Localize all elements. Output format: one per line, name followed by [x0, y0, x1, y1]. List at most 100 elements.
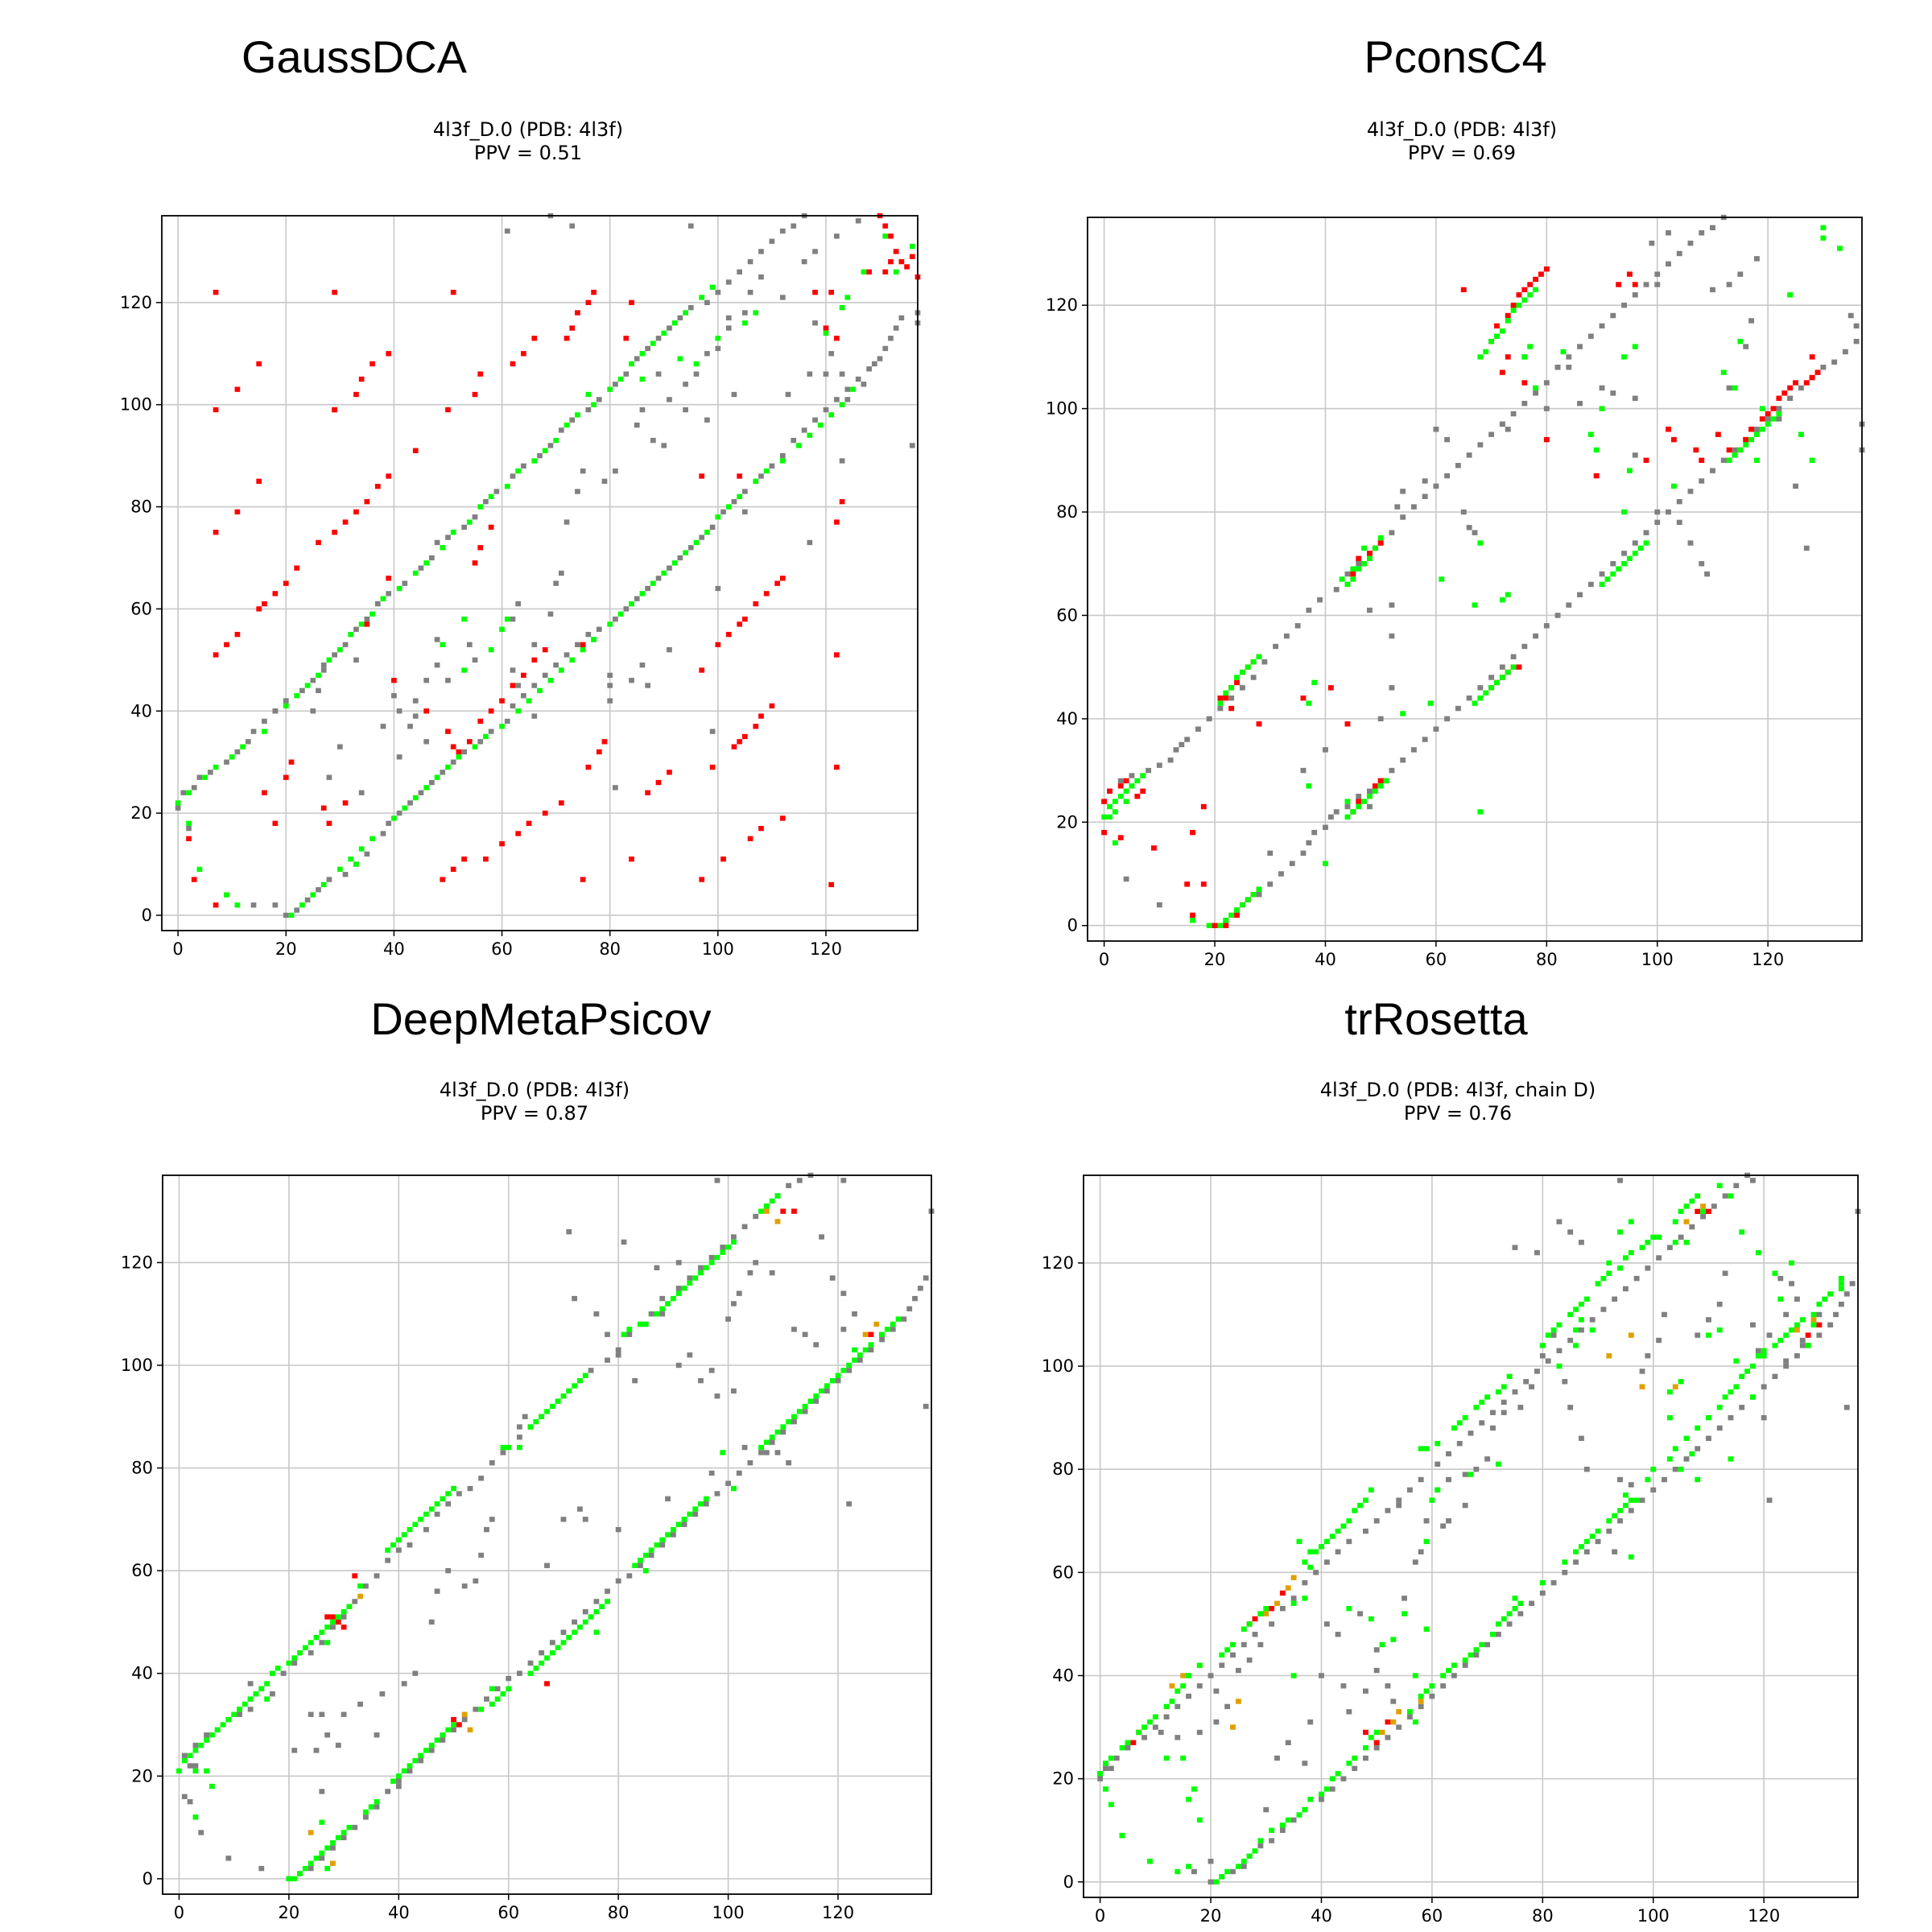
- contact-point: [1350, 576, 1356, 582]
- contact-point: [1654, 509, 1661, 515]
- contact-point: [564, 422, 570, 428]
- contact-point: [650, 437, 656, 444]
- contact-point: [632, 1563, 638, 1568]
- contact-point: [1306, 607, 1312, 613]
- contact-point: [1728, 1193, 1734, 1199]
- contact-point: [1533, 287, 1539, 293]
- contact-point: [1444, 436, 1451, 443]
- contact-point: [1628, 1219, 1634, 1224]
- contact-point: [1512, 1605, 1518, 1612]
- contact-point: [547, 443, 554, 448]
- contact-point: [1097, 1776, 1104, 1781]
- contact-point: [868, 1331, 874, 1337]
- contact-point: [466, 519, 473, 525]
- contact-point: [1787, 385, 1794, 391]
- contact-point: [346, 1824, 353, 1831]
- contact-point: [1174, 1703, 1181, 1710]
- contact-point: [1567, 1337, 1574, 1344]
- contact-point: [428, 1748, 435, 1753]
- contact-point: [1385, 1508, 1391, 1513]
- contact-point: [812, 249, 818, 254]
- contact-point: [401, 1681, 407, 1686]
- contact-point: [1245, 897, 1251, 902]
- contact-point: [488, 646, 494, 653]
- contact-point: [1219, 1662, 1225, 1668]
- contact-point: [1444, 716, 1451, 722]
- contact-point: [1290, 1575, 1297, 1580]
- contact-point: [1367, 793, 1373, 799]
- contact-point: [1776, 395, 1782, 401]
- contact-point: [1235, 1864, 1241, 1869]
- contact-point: [262, 601, 267, 607]
- contact-point: [1543, 266, 1550, 272]
- y-tick-label: 100: [121, 1356, 153, 1375]
- contact-point: [478, 1476, 485, 1481]
- contact-point: [1715, 431, 1721, 437]
- contact-point: [634, 596, 640, 601]
- contact-point: [385, 1789, 391, 1794]
- contact-point: [1593, 473, 1600, 479]
- contact-point: [1527, 344, 1534, 349]
- contact-point: [1363, 1528, 1368, 1534]
- contact-point: [1743, 436, 1749, 443]
- contact-point: [461, 1583, 468, 1589]
- contact-point: [736, 1470, 742, 1476]
- contact-point: [725, 279, 732, 285]
- contact-point: [357, 1593, 363, 1600]
- contact-point: [1831, 359, 1838, 365]
- contact-point: [639, 376, 646, 382]
- contact-point: [510, 667, 516, 673]
- chart-subtitle: 4l3f_D.0 (PDB: 4l3f): [1366, 118, 1558, 141]
- contact-point: [1206, 716, 1212, 722]
- contact-point: [566, 1388, 572, 1394]
- contact-point: [1208, 1673, 1214, 1678]
- contact-point: [1670, 483, 1677, 489]
- contact-point: [1672, 1219, 1678, 1224]
- contact-point: [629, 361, 634, 367]
- contact-point: [1367, 551, 1373, 556]
- contact-point: [629, 678, 634, 683]
- contact-point: [445, 1491, 452, 1496]
- contact-point: [1361, 799, 1368, 804]
- contact-point: [1339, 576, 1345, 582]
- contact-point: [1235, 1699, 1241, 1704]
- x-tick-label: 20: [1200, 1906, 1222, 1926]
- contact-point: [418, 565, 424, 571]
- contact-point: [181, 1757, 188, 1764]
- contact-point: [895, 1316, 902, 1322]
- contact-point: [1748, 318, 1755, 324]
- contact-point: [1837, 246, 1843, 251]
- contact-point: [829, 1275, 836, 1281]
- contact-point: [224, 642, 229, 647]
- contact-point: [834, 519, 840, 525]
- contact-point: [440, 1496, 446, 1502]
- contact-point: [1777, 1296, 1784, 1302]
- contact-point: [1468, 1652, 1474, 1658]
- contact-point: [1695, 1425, 1701, 1431]
- contact-point: [648, 1311, 654, 1317]
- contact-point: [1695, 1208, 1701, 1215]
- contact-point: [275, 1666, 281, 1671]
- contact-point: [1589, 1327, 1596, 1333]
- contact-point: [1632, 452, 1638, 458]
- contact-point: [829, 1377, 836, 1384]
- contact-point: [1302, 1579, 1308, 1586]
- contact-point: [840, 1178, 847, 1183]
- contact-point: [1389, 685, 1395, 691]
- contact-point: [671, 320, 678, 326]
- contact-point: [1456, 1440, 1463, 1447]
- contact-point: [1335, 1632, 1341, 1637]
- contact-point: [516, 1435, 522, 1440]
- x-tick-label: 120: [810, 939, 842, 959]
- contact-point: [917, 1286, 923, 1291]
- contact-point: [1567, 1405, 1574, 1410]
- contact-point: [380, 724, 386, 729]
- contact-point: [445, 764, 451, 770]
- contact-point: [1213, 1719, 1220, 1725]
- contact-point: [725, 325, 732, 331]
- contact-point: [1352, 1765, 1358, 1772]
- contact-point: [423, 1748, 429, 1753]
- contact-point: [428, 1506, 435, 1512]
